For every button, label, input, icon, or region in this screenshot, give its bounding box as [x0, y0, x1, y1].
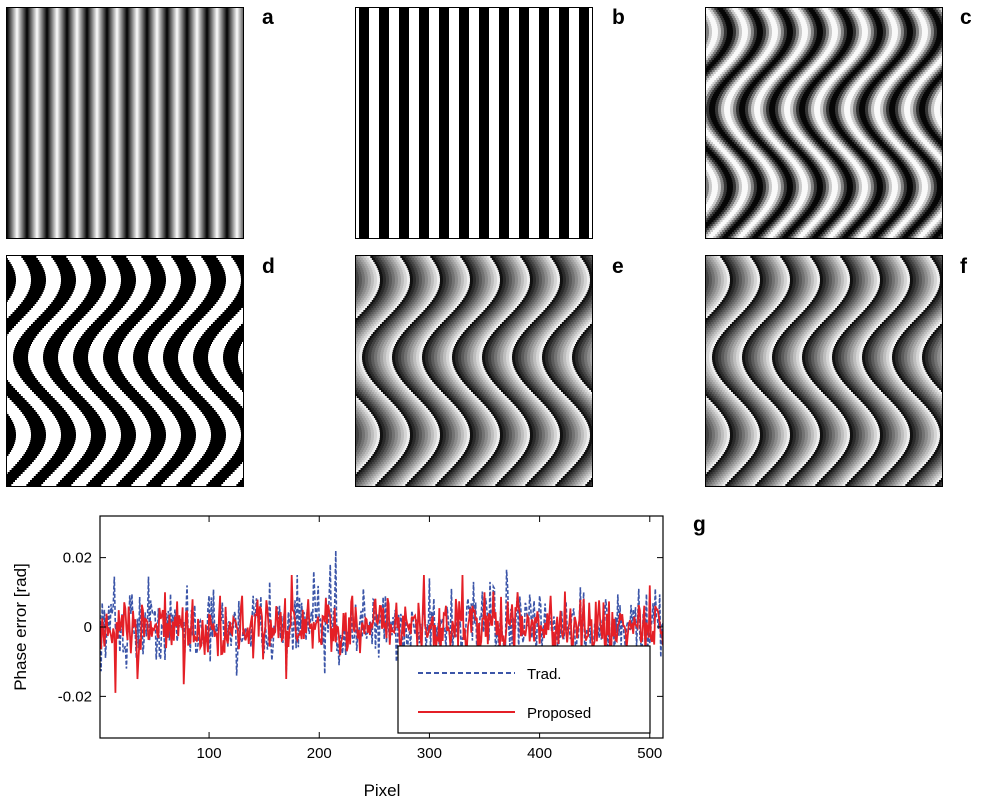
y-tick-label: 0.02 [63, 550, 92, 567]
panel-label-f: f [960, 255, 967, 279]
fringe-panel-b [355, 7, 593, 239]
fringe-pattern [359, 8, 589, 238]
fringe-stripe [499, 8, 509, 238]
fringe-stripe [439, 8, 449, 238]
series-line-proposed [100, 574, 663, 693]
legend-entry-proposed: Proposed [527, 705, 591, 722]
fringe-pattern [7, 8, 243, 238]
fringe-stripe [479, 8, 489, 238]
legend-entry-trad: Trad. [527, 666, 561, 683]
x-axis-label: Pixel [364, 781, 401, 799]
fringe-pattern [7, 256, 243, 486]
x-tick-label: 500 [637, 745, 662, 762]
panel-label-a: a [262, 6, 274, 30]
fringe-stripe [559, 8, 569, 238]
fringe-stripe [519, 8, 529, 238]
fringe-stripe [539, 8, 549, 238]
panel-label-e: e [612, 255, 624, 279]
fringe-pattern [706, 8, 942, 238]
legend: Trad. Proposed [397, 645, 651, 734]
fringe-panel-d [6, 255, 244, 487]
x-tick-label: 300 [417, 745, 442, 762]
x-tick-label: 100 [197, 745, 222, 762]
fringe-panel-a [6, 7, 244, 239]
panel-label-d: d [262, 255, 275, 279]
y-tick-label: -0.02 [58, 688, 92, 705]
y-axis-label: Phase error [rad] [11, 563, 30, 691]
x-tick-label: 200 [307, 745, 332, 762]
fringe-panel-f [705, 255, 943, 487]
fringe-stripe [379, 8, 389, 238]
fringe-stripe [579, 8, 589, 238]
y-tick-label: 0 [84, 619, 92, 636]
panel-label-c: c [960, 6, 972, 30]
legend-box [397, 645, 651, 734]
fringe-panel-c [705, 7, 943, 239]
fringe-stripe [419, 8, 429, 238]
fringe-pattern [356, 256, 592, 486]
fringe-stripe [359, 8, 369, 238]
panel-label-g: g [693, 513, 706, 537]
panel-label-b: b [612, 6, 625, 30]
fringe-stripe [399, 8, 409, 238]
fringe-panel-e [355, 255, 593, 487]
fringe-stripe [459, 8, 469, 238]
x-tick-label: 400 [527, 745, 552, 762]
fringe-pattern [706, 256, 942, 486]
